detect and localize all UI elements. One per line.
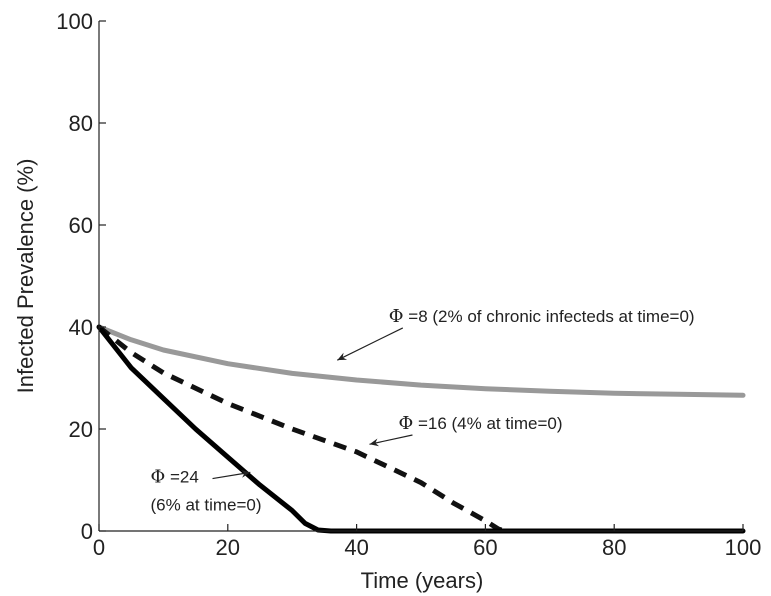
annotation-1: Φ =8 (2% of chronic infecteds at time=0) <box>389 306 695 327</box>
x-tick-label: 0 <box>93 535 105 560</box>
phi-symbol: Φ <box>398 413 413 434</box>
phi-symbol: Φ <box>389 306 404 327</box>
x-axis-label: Time (years) <box>361 568 484 593</box>
y-tick-label: 80 <box>69 111 93 136</box>
annotation-4: (6% at time=0) <box>151 496 262 515</box>
annotation-text: =8 (2% of chronic infecteds at time=0) <box>404 307 695 326</box>
annotation-text: =16 (4% at time=0) <box>413 414 562 433</box>
annotation-2: Φ =16 (4% at time=0) <box>398 413 562 434</box>
annotation-text: (6% at time=0) <box>151 496 262 515</box>
x-tick-label: 80 <box>602 535 626 560</box>
annotation-arrow-1 <box>337 327 404 361</box>
y-tick-label: 100 <box>56 9 93 34</box>
annotation-arrow-2 <box>369 434 413 447</box>
annotation-layer: Φ =8 (2% of chronic infecteds at time=0)… <box>151 306 695 515</box>
annotation-3: Φ =24 <box>151 467 199 488</box>
y-tick-label: 20 <box>69 417 93 442</box>
annotation-arrow-3 <box>212 469 251 480</box>
x-tick-label: 40 <box>344 535 368 560</box>
x-tick-label: 20 <box>216 535 240 560</box>
x-tick-label: 60 <box>473 535 497 560</box>
y-tick-label: 0 <box>81 519 93 544</box>
series-line-1 <box>96 324 746 398</box>
annotation-text: =24 <box>165 468 199 487</box>
axes-layer: 0 20 40 60 80 100 0 20 40 60 80 100 <box>56 9 761 560</box>
y-tick-label: 60 <box>69 213 93 238</box>
x-tick-label: 100 <box>725 535 762 560</box>
y-tick-label: 40 <box>69 315 93 340</box>
phi-symbol: Φ <box>151 467 166 488</box>
y-axis-label: Infected Prevalence (%) <box>13 159 38 394</box>
